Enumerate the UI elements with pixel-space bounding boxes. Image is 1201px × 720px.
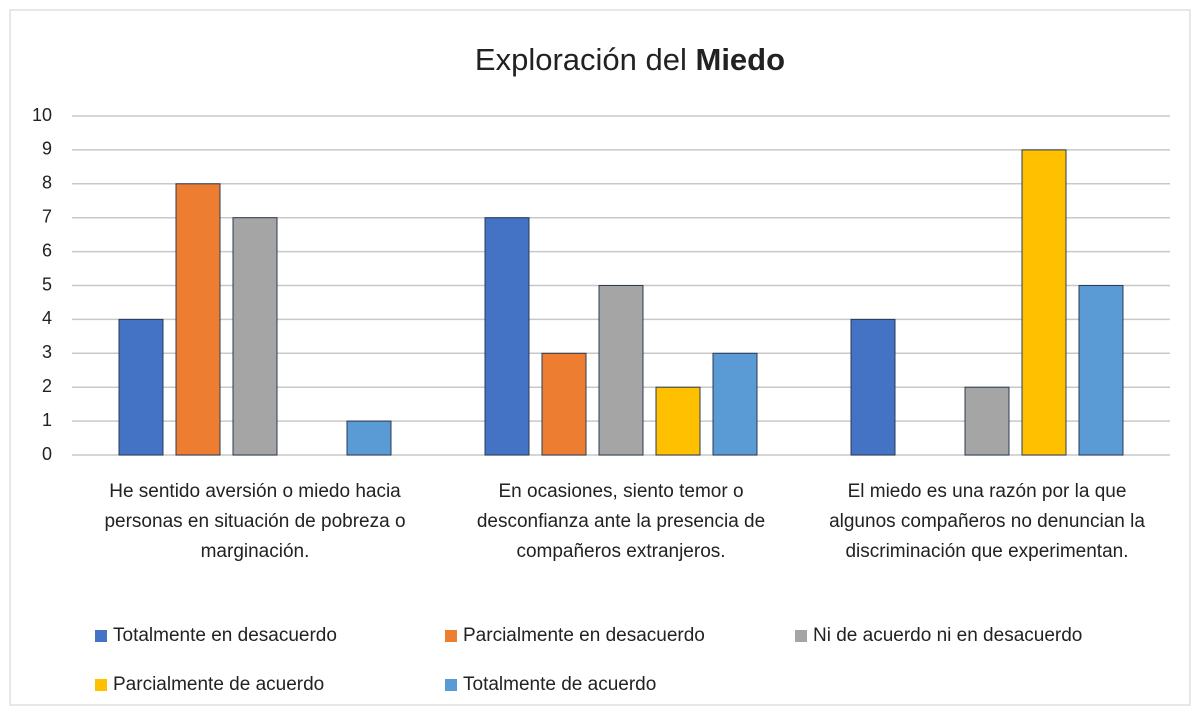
y-tick-label: 1 [42,410,52,430]
legend-swatch [445,630,457,642]
bar [175,183,221,456]
y-tick-label: 2 [42,376,52,396]
y-tick-label: 9 [42,139,52,159]
bar [541,352,587,456]
y-tick-label: 10 [32,105,52,125]
bar [346,420,392,456]
bar [1078,285,1124,456]
y-tick-label: 4 [42,308,52,328]
bar [484,217,530,456]
legend-label: Totalmente en desacuerdo [113,625,337,646]
bar [118,318,164,456]
legend-swatch [95,679,107,691]
x-tick-label: He sentido aversión o miedo hacia persona… [104,481,405,562]
bar [712,352,758,456]
x-tick-label: En ocasiones, siento temor o desconfianza… [477,481,765,562]
legend-swatch [95,630,107,642]
bar [850,318,896,456]
y-tick-label: 3 [42,342,52,362]
y-tick-label: 7 [42,206,52,226]
x-tick-label: El miedo es una razón por la que algunos … [829,481,1145,562]
legend-label: Parcialmente en desacuerdo [463,625,705,646]
legend-swatch [445,679,457,691]
bar [232,217,278,456]
chart-title: Exploración del Miedo [475,42,785,77]
legend-label: Ni de acuerdo ni en desacuerdo [813,625,1082,646]
bar [964,386,1010,456]
bar [1021,149,1067,456]
bar [655,386,701,456]
y-tick-label: 6 [42,240,52,260]
legend-swatch [795,630,807,642]
bar [598,285,644,456]
y-tick-label: 0 [42,444,52,464]
legend-label: Parcialmente de acuerdo [113,674,324,695]
y-tick-label: 8 [42,173,52,193]
y-tick-label: 5 [42,274,52,294]
legend-label: Totalmente de acuerdo [463,674,656,695]
